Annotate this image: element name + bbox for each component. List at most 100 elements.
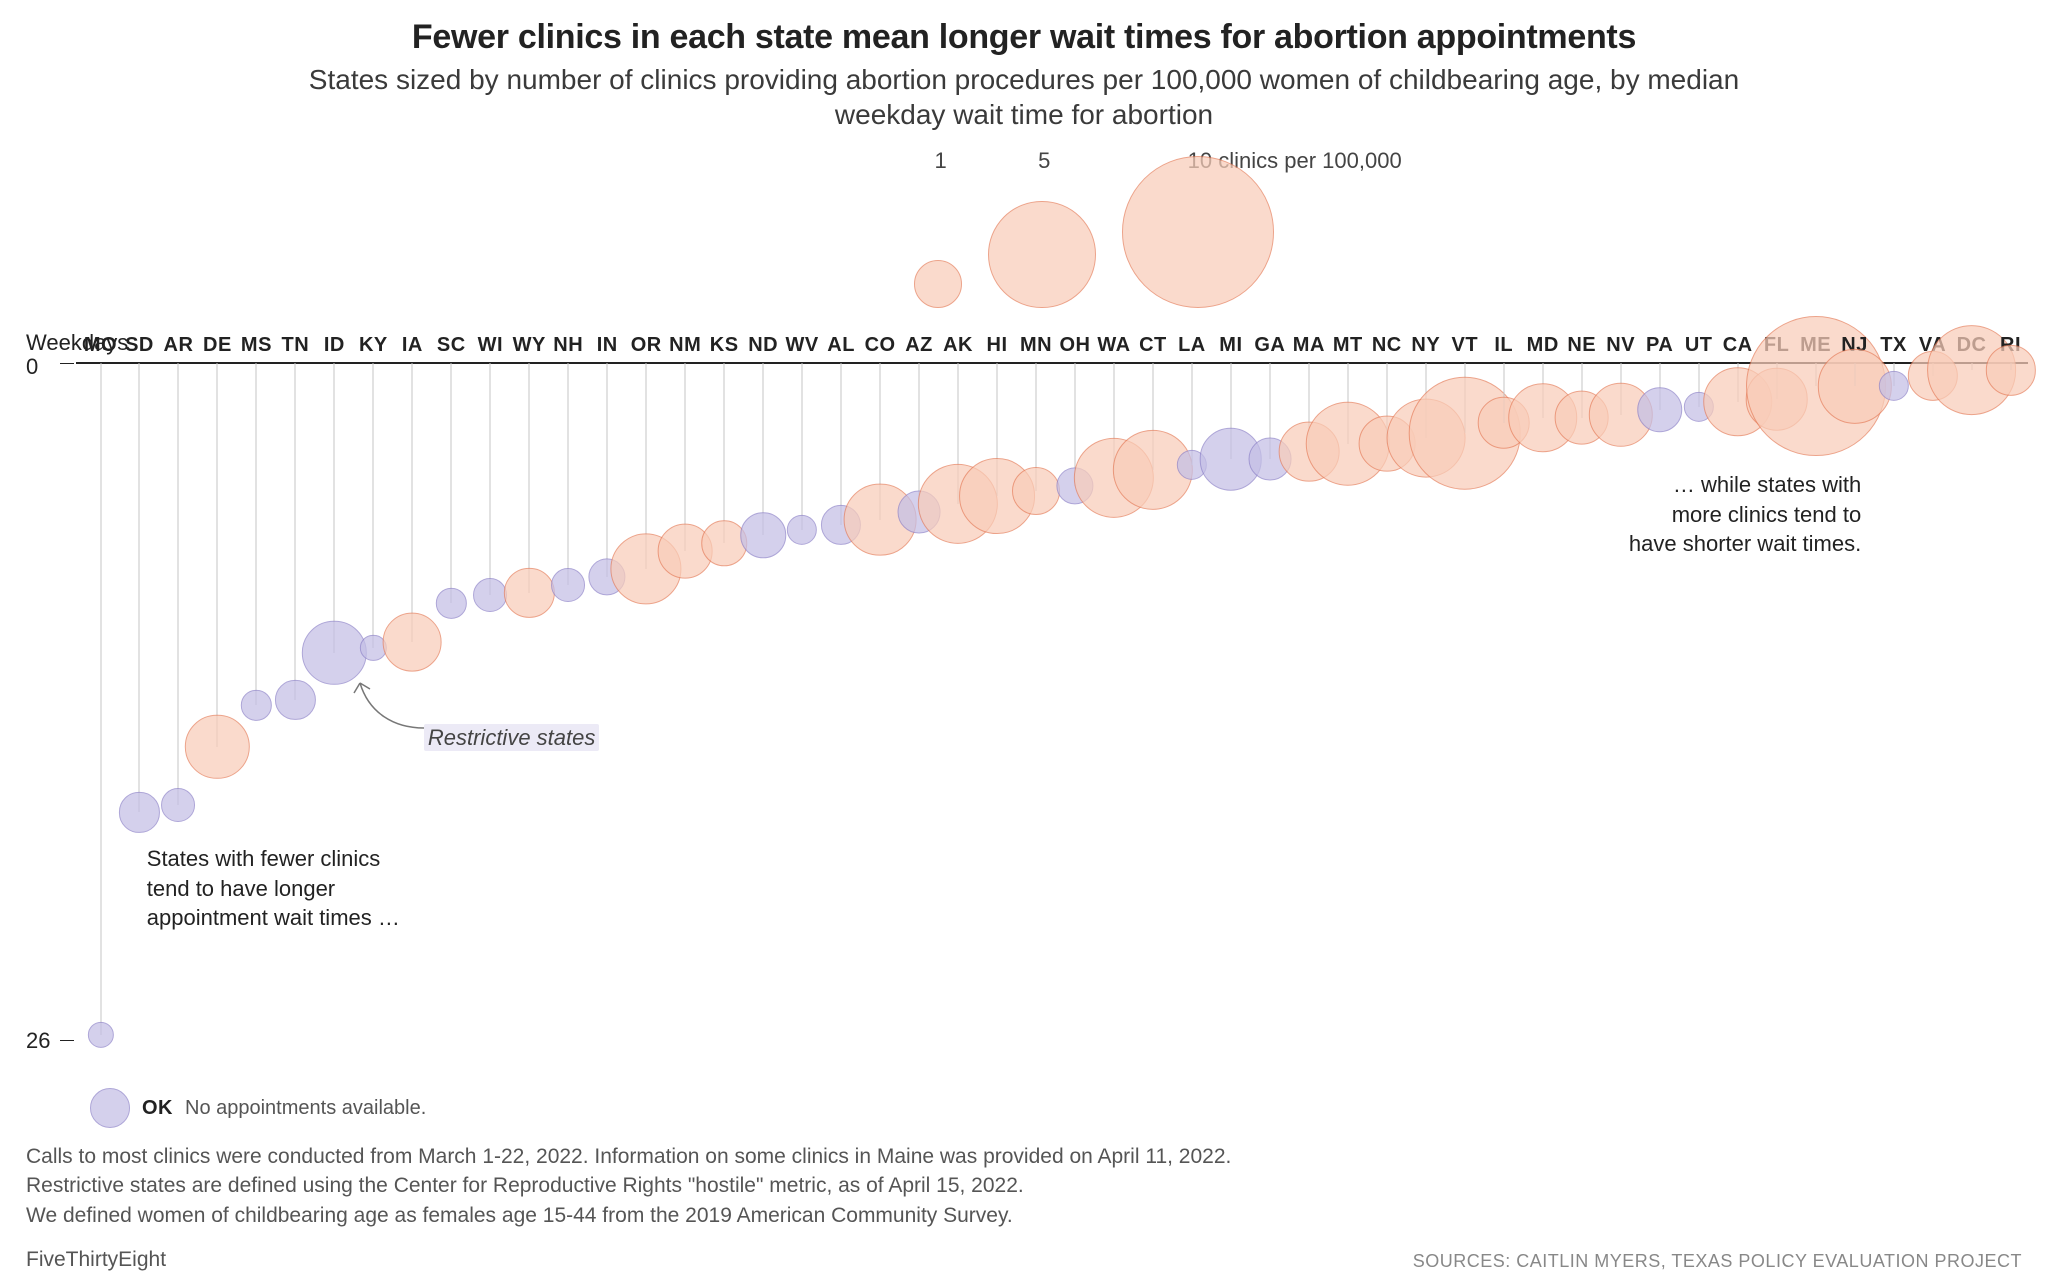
state-stem <box>178 363 179 805</box>
state-stem <box>100 363 101 1035</box>
state-label: NH <box>553 334 583 357</box>
state-bubble <box>1012 467 1060 515</box>
size-legend-bubble <box>988 201 1095 308</box>
state-label: WA <box>1097 334 1130 357</box>
y-tick-0: 0 <box>26 354 38 380</box>
annotation-right-l2: more clinics tend to <box>1672 502 1862 527</box>
footer-brand: FiveThirtyEight <box>26 1248 166 1272</box>
methodology-l2: Restrictive states are defined using the… <box>26 1171 1231 1200</box>
footer-sources: SOURCES: CAITLIN MYERS, TEXAS POLICY EVA… <box>1413 1251 2022 1272</box>
state-label: AK <box>943 334 973 357</box>
state-bubble <box>1985 345 2035 395</box>
state-label: NY <box>1411 334 1440 357</box>
chart-subtitle: States sized by number of clinics provid… <box>0 62 2048 132</box>
state-label: MO <box>84 334 117 357</box>
state-stem <box>139 363 140 812</box>
state-bubble <box>185 715 249 779</box>
annotation-left-l1: States with fewer clinics <box>147 846 381 871</box>
methodology-text: Calls to most clinics were conducted fro… <box>26 1142 1231 1230</box>
state-label: SC <box>437 334 466 357</box>
state-bubble <box>87 1022 113 1048</box>
ok-legend-text: No appointments available. <box>185 1097 426 1120</box>
state-label: AZ <box>905 334 933 357</box>
state-stem <box>490 363 491 595</box>
state-label: GA <box>1254 334 1285 357</box>
state-label: NM <box>669 334 701 357</box>
ok-legend-bubble <box>90 1088 130 1128</box>
y-tick-mark-max <box>60 1040 74 1041</box>
state-stem <box>568 363 569 585</box>
size-legend-label: 5 <box>1038 148 1050 174</box>
state-label: LA <box>1178 334 1206 357</box>
size-legend-bubble <box>1122 156 1274 308</box>
state-label: OH <box>1059 334 1090 357</box>
state-stem <box>334 363 335 653</box>
state-label: IA <box>402 334 423 357</box>
size-legend-label: 1 <box>934 148 946 174</box>
state-label: SD <box>125 334 154 357</box>
state-stem <box>607 363 608 577</box>
state-label: UT <box>1685 334 1713 357</box>
state-label: CA <box>1723 334 1753 357</box>
annotation-left: States with fewer clinics tend to have l… <box>147 844 400 933</box>
state-bubble <box>701 520 747 566</box>
state-label: IL <box>1494 334 1513 357</box>
state-label: ID <box>324 334 345 357</box>
state-stem <box>529 363 530 593</box>
state-bubble <box>161 788 195 822</box>
state-label: WY <box>513 334 546 357</box>
state-label: MT <box>1333 334 1363 357</box>
state-label: TX <box>1880 334 1907 357</box>
chart-subtitle-line1: States sized by number of clinics provid… <box>309 64 1739 95</box>
state-stem <box>412 363 413 642</box>
state-stem <box>295 363 296 700</box>
state-label: HI <box>987 334 1008 357</box>
state-label: MI <box>1219 334 1242 357</box>
state-label: TN <box>282 334 310 357</box>
state-bubble <box>740 512 786 558</box>
bubble-chart: 0 26 Restrictive states States with fewe… <box>0 360 2048 1080</box>
state-label: CT <box>1139 334 1167 357</box>
state-label: MA <box>1293 334 1325 357</box>
state-label: DE <box>203 334 232 357</box>
state-stem <box>256 363 257 705</box>
y-tick-mark-0 <box>60 363 74 364</box>
annotation-restrictive-label: Restrictive states <box>424 724 600 751</box>
annotation-restrictive: Restrictive states <box>424 723 600 753</box>
methodology-l3: We defined women of childbearing age as … <box>26 1201 1231 1230</box>
state-label: NE <box>1567 334 1596 357</box>
state-label: NV <box>1606 334 1635 357</box>
state-stem <box>802 363 803 530</box>
state-label: CO <box>865 334 896 357</box>
state-stem <box>763 363 764 535</box>
state-label: MD <box>1527 334 1559 357</box>
state-stem <box>373 363 374 648</box>
state-label: AL <box>827 334 855 357</box>
state-stem <box>451 363 452 603</box>
state-bubble <box>1878 371 1908 401</box>
state-label: OR <box>631 334 662 357</box>
ok-legend-code: OK <box>142 1097 173 1120</box>
annotation-right: … while states with more clinics tend to… <box>1581 470 1861 559</box>
state-label: VT <box>1452 334 1479 357</box>
x-baseline <box>76 362 2028 364</box>
state-bubble <box>551 568 585 602</box>
y-tick-max: 26 <box>26 1028 50 1054</box>
state-bubble <box>1637 387 1683 433</box>
state-label: PA <box>1646 334 1673 357</box>
state-stem <box>217 363 218 747</box>
state-label: MN <box>1020 334 1052 357</box>
state-bubble <box>119 792 159 832</box>
state-bubble <box>383 613 442 672</box>
state-stem <box>724 363 725 543</box>
ok-legend: OK No appointments available. <box>90 1088 426 1128</box>
state-bubble <box>241 690 271 720</box>
state-label: KS <box>710 334 739 357</box>
annotation-right-l1: … while states with <box>1673 472 1861 497</box>
methodology-l1: Calls to most clinics were conducted fro… <box>26 1142 1231 1171</box>
size-legend: 1510 clinics per 100,000 <box>0 148 2048 318</box>
state-label: MS <box>241 334 272 357</box>
size-legend-bubble <box>914 260 962 308</box>
state-bubble <box>504 568 554 618</box>
chart-title: Fewer clinics in each state mean longer … <box>0 18 2048 57</box>
